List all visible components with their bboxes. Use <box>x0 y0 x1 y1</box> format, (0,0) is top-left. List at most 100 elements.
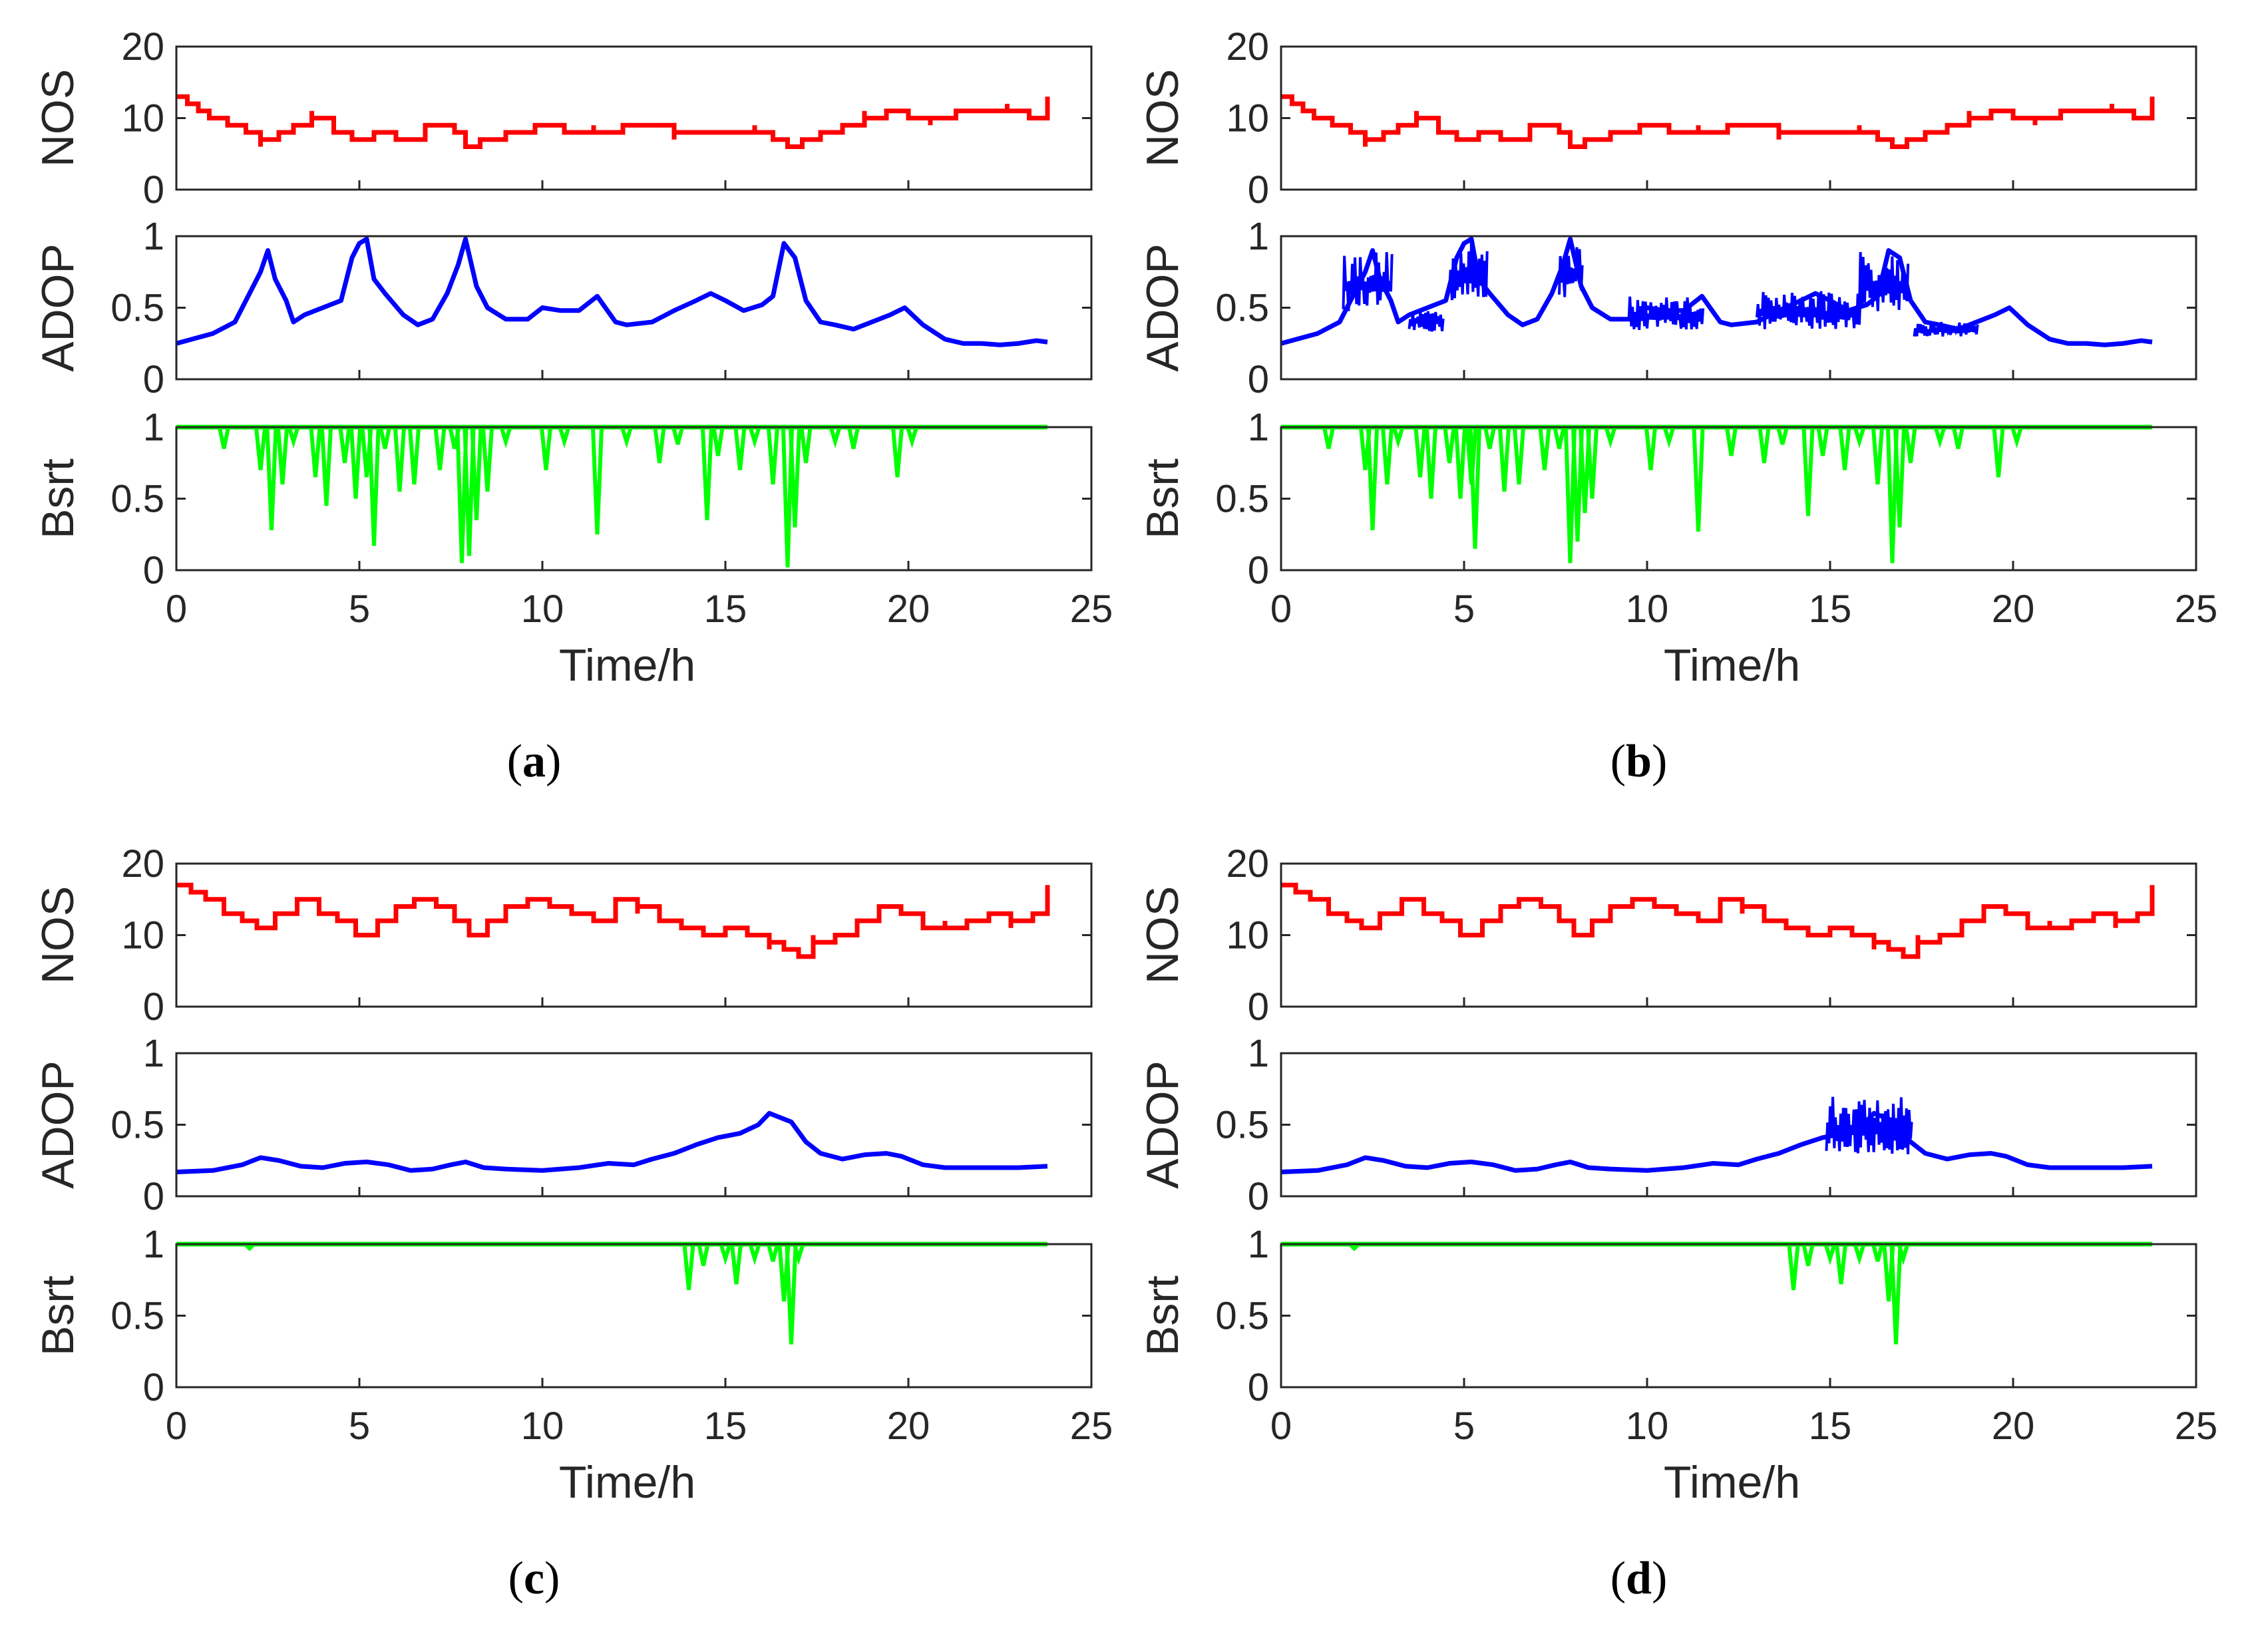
bsrt-dip-1 <box>217 426 231 449</box>
caption-open-paren: ( <box>507 736 522 787</box>
bsrt-dip-1 <box>244 1242 256 1251</box>
bsrt-dip-36 <box>829 426 842 448</box>
xlabel: Time/h <box>1664 640 1800 691</box>
adop-noise-band-1 <box>1825 1096 1913 1154</box>
adop-ytick-label: 0.5 <box>1215 1104 1269 1147</box>
bsrt-ytick-label: 0 <box>1248 1366 1269 1409</box>
xtick-label: 15 <box>704 1404 747 1448</box>
bsrt-dip-4 <box>1823 1243 1837 1265</box>
bsrt-ytick-label: 0 <box>143 1366 164 1409</box>
panel-caption: (c) <box>508 1553 560 1604</box>
bsrt-ylabel: Bsrt <box>1137 1275 1188 1356</box>
xtick-label: 10 <box>1626 1404 1669 1448</box>
adop-ytick-label: 0.5 <box>110 1104 164 1147</box>
xtick-label: 25 <box>1070 1404 1113 1448</box>
nos-series-line <box>1281 882 2155 959</box>
bsrt-dip-23 <box>558 426 571 448</box>
bsrt-dip-4 <box>276 426 289 485</box>
xlabel: Time/h <box>1664 1457 1800 1508</box>
nos-series-line <box>176 882 1050 959</box>
bsrt-dip-38 <box>1992 426 2005 478</box>
bsrt-dip-19 <box>470 426 483 520</box>
xlabel: Time/h <box>559 640 695 691</box>
adop-axes-box <box>1280 235 2197 381</box>
bsrt-data <box>176 1241 1047 1345</box>
bsrt-dip-24 <box>590 426 604 535</box>
subplot-adop: 0 0.5 1 ADOP <box>33 215 1093 401</box>
adop-data <box>1281 236 2153 347</box>
bsrt-dip-9 <box>1889 1243 1903 1345</box>
bsrt-dip-21 <box>499 426 512 448</box>
caption-close-paren: ) <box>544 1553 560 1604</box>
xtick-label: 5 <box>1453 587 1475 631</box>
nos-ytick-label: 10 <box>121 914 164 957</box>
bsrt-dip-2 <box>682 1243 695 1291</box>
bsrt-dip-5 <box>729 1243 743 1285</box>
adop-ylabel: ADOP <box>1137 1061 1188 1189</box>
bsrt-data <box>1281 1241 2152 1345</box>
bsrt-dip-1 <box>1348 1242 1360 1251</box>
xtick-label: 15 <box>1809 587 1852 631</box>
bsrt-ytick-label: 0 <box>143 549 164 592</box>
bsrt-dip-10 <box>1897 1243 1910 1265</box>
adop-ytick-label: 1 <box>143 215 164 258</box>
bsrt-dip-4 <box>1380 426 1394 485</box>
adop-data <box>1281 1096 2153 1174</box>
bsrt-dip-29 <box>711 426 725 456</box>
caption-letter: a <box>522 736 546 787</box>
adop-ytick-label: 1 <box>1248 1032 1269 1075</box>
bsrt-dip-23 <box>1662 426 1676 448</box>
adop-noise-band-3 <box>1448 240 1489 301</box>
bsrt-ylabel: Bsrt <box>33 1275 83 1356</box>
bsrt-dip-32 <box>766 426 780 485</box>
bsrt-dip-12 <box>378 426 392 449</box>
bsrt-dip-9 <box>1453 426 1467 499</box>
nos-data <box>176 882 1050 959</box>
bsrt-dip-5 <box>1392 426 1405 448</box>
nos-ytick-label: 10 <box>121 97 164 140</box>
nos-ytick-label: 20 <box>121 842 164 886</box>
bsrt-dip-6 <box>748 1243 761 1265</box>
bsrt-dip-6 <box>309 426 322 478</box>
bsrt-ytick-label: 1 <box>143 1223 164 1266</box>
adop-noise-band-5 <box>1627 296 1705 331</box>
bsrt-dip-13 <box>393 426 407 492</box>
subplot-adop: 0 0.5 1 ADOP <box>33 1032 1093 1218</box>
bsrt-ytick-label: 0.5 <box>110 478 164 521</box>
adop-ytick-label: 0.5 <box>110 287 164 330</box>
caption-close-paren: ) <box>546 736 561 787</box>
bsrt-dip-12 <box>1483 426 1497 449</box>
adop-noise-band-1 <box>1342 251 1394 311</box>
caption-letter: b <box>1626 736 1652 787</box>
bsrt-dip-37 <box>846 426 860 449</box>
bsrt-dip-27 <box>1776 426 1789 445</box>
bsrt-dip-39 <box>906 426 918 448</box>
bsrt-dip-15 <box>433 426 447 470</box>
bsrt-data <box>176 424 1047 568</box>
bsrt-dip-7 <box>319 426 333 506</box>
xtick-label: 10 <box>521 587 564 631</box>
adop-axes-box <box>175 1052 1093 1198</box>
bsrt-ytick-label: 0.5 <box>1215 478 1269 521</box>
xtick-label: 15 <box>704 587 747 631</box>
bsrt-dip-27 <box>671 426 685 445</box>
adop-ytick-label: 0 <box>1248 358 1269 401</box>
adop-ytick-label: 0 <box>143 358 164 401</box>
bsrt-dip-7 <box>1424 426 1438 499</box>
nos-ylabel: NOS <box>1137 886 1188 984</box>
adop-ylabel: ADOP <box>33 244 83 372</box>
adop-series-line <box>176 1110 1048 1174</box>
xtick-label: 5 <box>349 1404 370 1448</box>
bsrt-dip-13 <box>1497 426 1511 492</box>
adop-data <box>176 1110 1048 1174</box>
bsrt-dip-34 <box>1893 426 1907 528</box>
adop-series-line <box>1281 236 2153 347</box>
bsrt-dip-5 <box>1834 1243 1848 1285</box>
bsrt-dip-36 <box>1933 426 1947 448</box>
bsrt-dip-10 <box>792 1243 805 1265</box>
